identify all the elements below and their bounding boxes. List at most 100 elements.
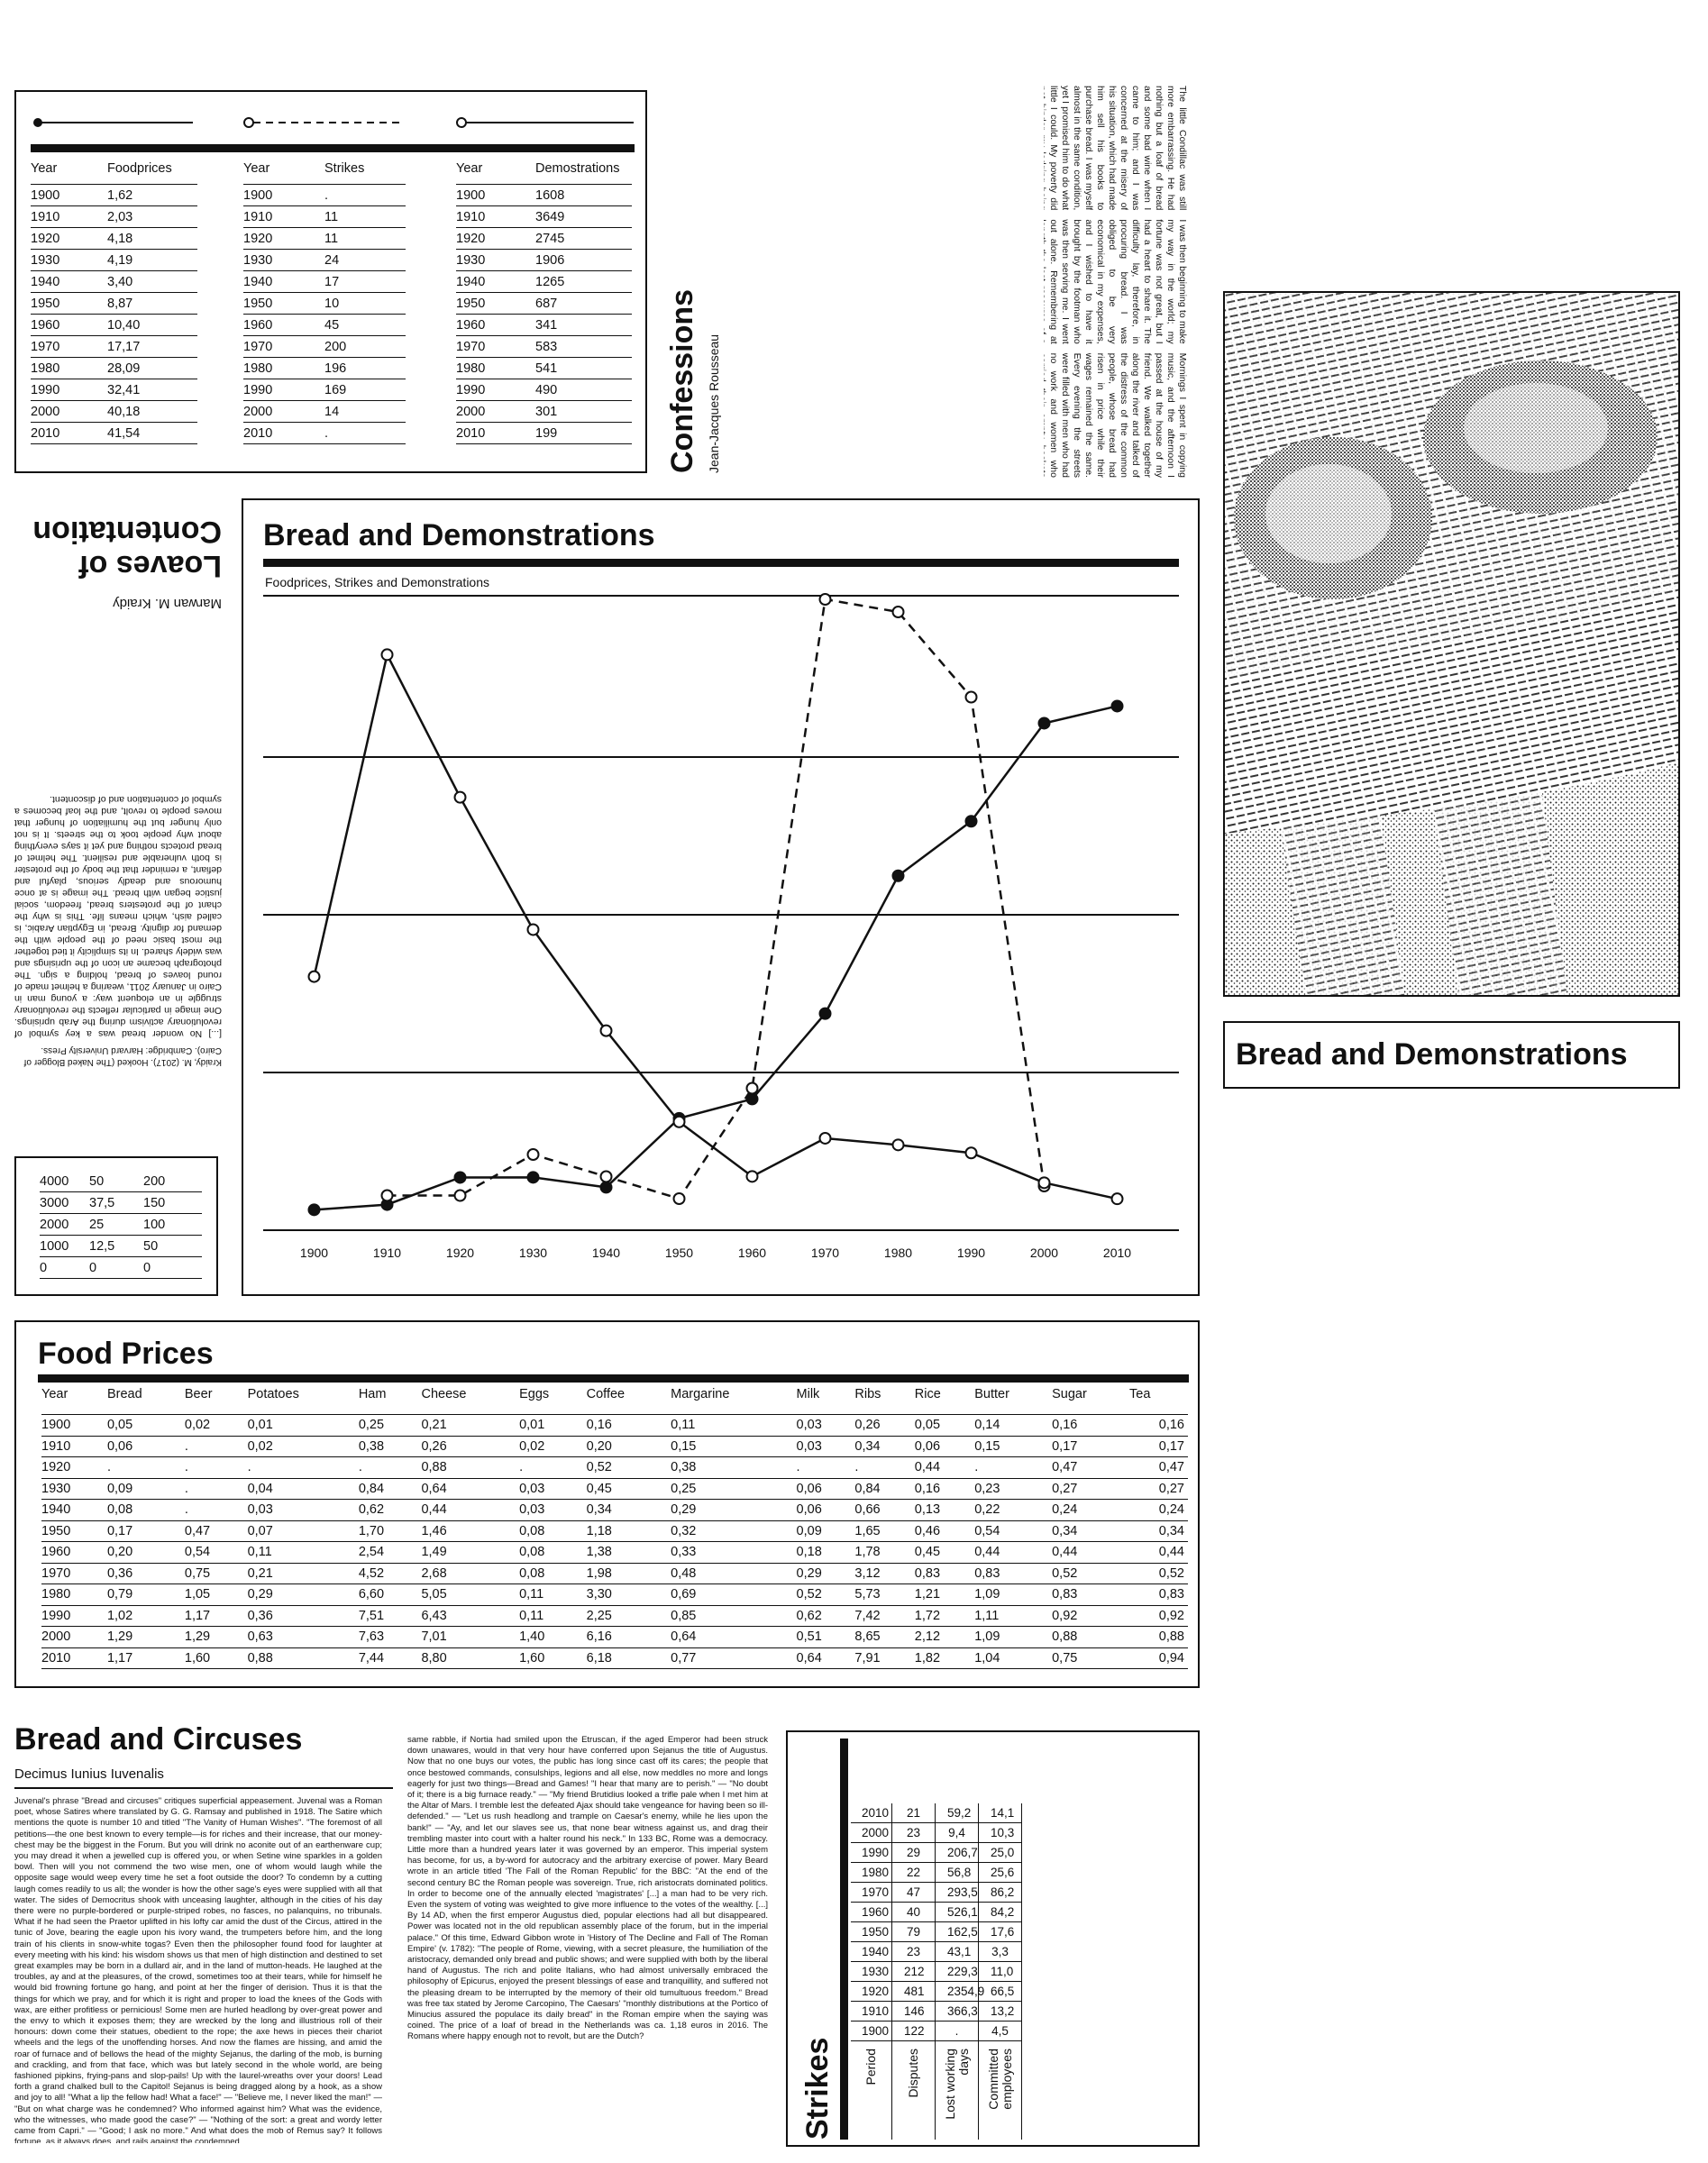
strikes-header: Period [851,2040,892,2140]
chart-title: Bread and Demonstrations [263,518,655,552]
table-cell: 0,27 [1129,1478,1188,1500]
strikes-cell-text: 2354,9 [947,1985,985,1998]
data-point-strikes [964,690,978,704]
strikes-field-row: Period 1900 1910 1920 1930 1940 1950 1960 1970 19… [851,1803,892,2140]
strikes-cell: 1910 [851,2001,892,2022]
table-cell: 8,87 [107,292,197,315]
table-cell: 1940 [31,270,107,293]
table-cell: 7,91 [854,1647,915,1669]
strikes-cell-text: 22 [906,1866,921,1879]
table-cell: 0,21 [247,1563,359,1584]
table-cell: 1,18 [586,1520,671,1542]
table-cell: 0,01 [519,1414,587,1437]
series-line-demostrations [313,651,1118,1200]
table-row: 1940 1265 [456,270,632,293]
strikes-cell: 4,5 [978,2021,1022,2041]
strikes-cell-text: 29 [906,1846,921,1859]
table-cell: 1920 [243,227,324,250]
table-cell: 0,77 [671,1647,797,1669]
table-cell: 2000 [41,1626,107,1648]
table-row: 1910 3649 [456,205,632,228]
data-point-foodprices [599,1181,613,1194]
data-point-demostrations [1037,1176,1051,1190]
table-cell: 0,22 [974,1499,1053,1521]
table-cell: 3,12 [854,1563,915,1584]
table-cell: 0,02 [247,1436,359,1457]
table-row: 1990 32,41 [31,379,197,401]
table-cell: 0,03 [519,1478,587,1500]
table-cell: 10 [324,292,406,315]
table-row: 1900 1608 [456,184,632,206]
table-cell: 0,46 [914,1520,975,1542]
data-point-demostrations [964,1146,978,1160]
table-cell: 8,80 [421,1647,520,1669]
table-cell: 0,94 [1129,1647,1188,1669]
table-cell: 0,33 [671,1541,797,1564]
strikes-cell-text: 146 [904,2004,925,2018]
bread-photo-illustration [1225,293,1678,995]
strikes-cell-text: 1950 [862,1925,890,1939]
table-row: 2010 199 [456,422,632,444]
col-bread: Bread [106,1385,185,1415]
table-cell: 4,19 [107,249,197,271]
table-cell: 0,21 [421,1414,520,1437]
table-cell: 1940 [41,1499,107,1521]
strikes-cell: 1970 [851,1882,892,1903]
table-cell: 0,62 [358,1499,422,1521]
x-tick-label: 1960 [738,1246,766,1260]
strikes-cell: 14,1 [978,1803,1022,1823]
col-year: Year [41,1385,107,1415]
table-cell: 28,09 [107,357,197,379]
strikes-cell: 23 [891,1941,936,1962]
data-point-strikes [453,1189,467,1202]
table-cell: 1990 [41,1605,107,1627]
scale-cell: 200 [143,1171,202,1192]
table-row: 1940 0,08. 0,03 0,62 0,44 0,03 0,34 0,29 0,06 0,6… [41,1499,1188,1521]
table-cell: 1920 [456,227,535,250]
axis-scale-panel: 4000 50 200 3000 37,5 150 2000 25 100 1000 12,5 50 0… [14,1156,218,1296]
strikes-cell-text: 1920 [862,1985,890,1998]
table-cell: 0,52 [796,1583,855,1606]
table-row: 1970 0,36 0,75 0,21 4,52 2,68 0,08 1,98 0,48 0,29… [41,1563,1188,1584]
table-cell: 0,66 [854,1499,915,1521]
strikes-cell: 21 [891,1803,936,1823]
table-cell: 0,16 [586,1414,671,1437]
table-cell: . [519,1456,587,1479]
table-cell: 1,60 [519,1647,587,1669]
table-cell: 1900 [41,1414,107,1437]
strikes-cell: 2010 [851,1803,892,1823]
strikes-title: Strikes [800,2037,835,2140]
data-point-demostrations [380,648,394,662]
table-row: 2010 1,17 1,60 0,88 7,44 8,80 1,60 6,18 0,77 0,64… [41,1647,1188,1669]
strikes-cell: 481 [891,1981,936,2002]
table-cell: 1930 [243,249,324,271]
strikes-cell: 146 [891,2001,936,2022]
legend-demonstrations [456,117,634,128]
strikes-cell-text: 43,1 [947,1945,972,1958]
strikes-cell-text: 481 [904,1985,925,1998]
table-cell: 7,01 [421,1626,520,1648]
table-row: 1900 0,05 0,02 0,01 0,25 0,21 0,01 0,16 0,11 0,03… [41,1414,1188,1437]
table-cell: 1,17 [184,1605,248,1627]
table-cell: 6,60 [358,1583,422,1606]
table-cell: 0,26 [421,1436,520,1457]
strikes-cell-text: 526,1 [947,1905,978,1919]
chart-subtitle-rule [263,595,1179,597]
table-cell: . [358,1456,422,1479]
strikes-cell-text: 366,3 [947,2004,978,2018]
table-cell: 0,83 [914,1563,975,1584]
table-row: 1990 1,02 1,17 0,36 7,51 6,43 0,11 2,25 0,85 0,62… [41,1605,1188,1627]
table-row: 2010 41,54 [31,422,197,444]
table-cell: 0,54 [974,1520,1053,1542]
scale-cell: 2000 [40,1213,89,1236]
table-cell: 0,85 [671,1605,797,1627]
table-cell: 1,05 [184,1583,248,1606]
table-cell: 1970 [31,335,107,358]
table-cell: 0,24 [1052,1499,1130,1521]
table-row: 1940 17 [243,270,406,293]
top-tables-rule [31,144,635,152]
table-cell: . [184,1456,248,1479]
food-summary-table: Year Foodprices 1900 1,62 1910 2,03 1920 4,18… [31,153,197,444]
table-cell: 2,12 [914,1626,975,1648]
data-point-demostrations [307,970,321,983]
